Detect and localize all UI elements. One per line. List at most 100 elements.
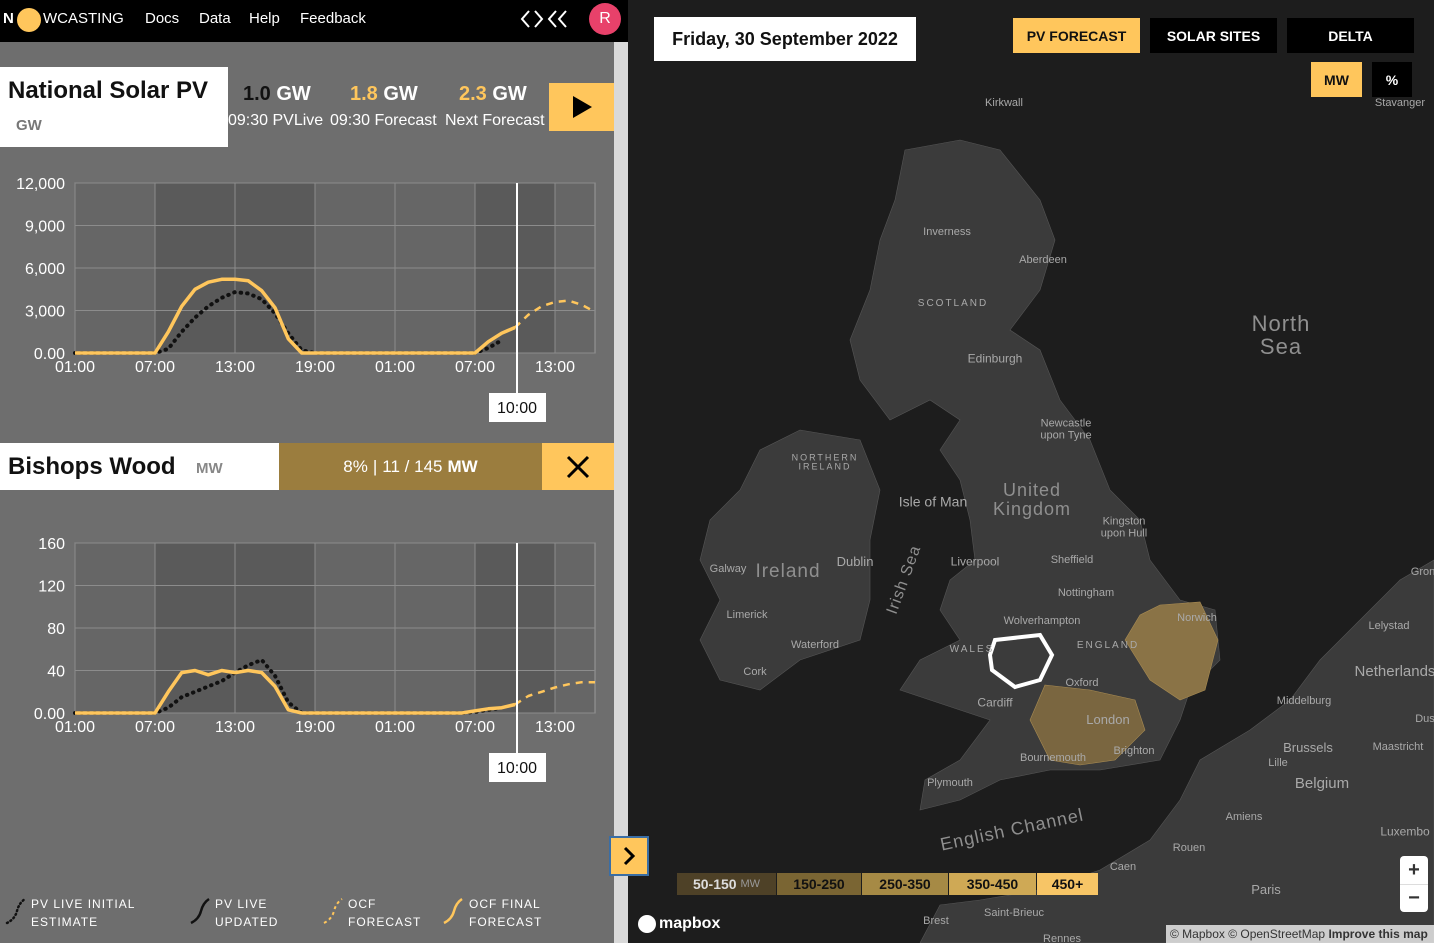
tab[interactable]: DELTA [1287, 18, 1414, 53]
map-label: Belgium [1294, 775, 1350, 793]
map-label: Isle of Man [898, 493, 968, 510]
now-box [489, 753, 546, 782]
legend-label: PV LIVE INITIAL ESTIMATE [31, 897, 135, 929]
tab[interactable]: SOLAR SITES [1150, 18, 1277, 53]
legend-label: OCF FINAL FORECAST [469, 897, 543, 929]
stat-label: Next Forecast [445, 112, 545, 129]
bin-label: 50-150 [692, 876, 737, 892]
map-label: Cork [743, 666, 767, 679]
nav-link[interactable]: Feedback [300, 10, 366, 27]
x-tick-label: 13:00 [535, 359, 575, 376]
logo-right: WCASTING [43, 10, 124, 27]
zoom-out[interactable]: − [1408, 887, 1420, 909]
zoom-in[interactable]: + [1400, 856, 1428, 885]
national-title: National Solar PV [8, 77, 209, 104]
legend-label: OCF FORECAST [348, 897, 422, 929]
x-tick-label: 07:00 [135, 719, 175, 736]
nav-link[interactable]: Data [199, 10, 231, 27]
map-label: Middelburg [1276, 695, 1332, 708]
now-box [489, 393, 546, 422]
y-tick-label: 120 [38, 579, 65, 596]
improve-link[interactable]: Improve this map [1328, 927, 1428, 941]
map-label: Cardiff [977, 695, 1013, 710]
map-label: Amiens [1225, 811, 1263, 824]
map-label: Oxford [1065, 677, 1099, 690]
avatar[interactable]: R [589, 3, 621, 35]
bin: 450+ [1037, 873, 1098, 895]
bin: 50-150 MW [677, 873, 776, 895]
stat-value: 1.8 [350, 83, 378, 105]
y-tick-label: 0.00 [34, 346, 65, 363]
map-label: Stavanger [1374, 97, 1426, 110]
map-label: North Sea [1251, 310, 1311, 359]
x-tick-label: 01:00 [55, 719, 95, 736]
map-label: Nottingham [1057, 587, 1115, 600]
divider [614, 0, 628, 943]
close-button[interactable] [542, 443, 614, 490]
unit-toggle[interactable]: % [1372, 62, 1412, 97]
map-label: Brussels [1283, 740, 1333, 756]
now-label: 10:00 [497, 400, 537, 417]
stat-value: 1.0 [243, 83, 271, 105]
x-tick-label: 07:00 [135, 359, 175, 376]
series-line [514, 680, 595, 706]
legend-icon [5, 897, 27, 925]
map-label: SCOTLAND [917, 297, 989, 309]
stat: 2.3 GW [459, 83, 527, 106]
x-tick-label: 07:00 [455, 719, 495, 736]
play-button[interactable] [549, 83, 614, 131]
logo-left: N [3, 10, 14, 27]
map-label: WALES [949, 643, 995, 655]
stat-value: 2.3 [459, 83, 487, 105]
map-label: Aberdeen [1019, 254, 1067, 267]
nav-link[interactable]: Help [249, 10, 280, 27]
map-label: Kirkwall [985, 97, 1023, 110]
y-tick-label: 12,000 [16, 176, 65, 193]
logo-sun [17, 8, 41, 32]
unit-toggle[interactable]: MW [1311, 62, 1362, 97]
site-unit: MW [196, 460, 223, 477]
x-tick-label: 01:00 [375, 359, 415, 376]
map-label: NORTHERN IRELAND [791, 452, 859, 472]
map-label: Waterford [791, 639, 839, 652]
site-title-box: Bishops Wood MW [0, 443, 279, 490]
map-label: Galway [709, 563, 747, 576]
y-tick-label: 6,000 [25, 261, 65, 278]
tab[interactable]: PV FORECAST [1013, 18, 1140, 53]
attribution-text[interactable]: © Mapbox © OpenStreetMap [1170, 927, 1326, 941]
separator: | [372, 456, 378, 476]
series-line [75, 668, 516, 715]
map-label: Limerick [726, 609, 768, 622]
stat: 1.8 GW [350, 83, 418, 106]
map-shapes [699, 139, 1434, 943]
x-tick-label: 19:00 [295, 359, 335, 376]
map-label: London [1086, 712, 1130, 728]
y-tick-label: 3,000 [25, 304, 65, 321]
series-line [514, 299, 596, 329]
series-line [75, 277, 516, 355]
mapbox-logo[interactable]: mapbox [659, 915, 721, 932]
x-tick-label: 07:00 [455, 359, 495, 376]
expand-button[interactable] [609, 836, 649, 876]
map-label: Inverness [923, 226, 971, 239]
collapse-icon[interactable] [520, 8, 576, 30]
x-tick-label: 19:00 [295, 719, 335, 736]
map-label: Liverpool [950, 554, 1000, 569]
map-label: Maastricht [1372, 741, 1424, 754]
map-label: Brighton [1113, 745, 1155, 758]
legend-icon [190, 897, 210, 925]
stat-label: 09:30 PVLive [228, 112, 324, 129]
map-label: Gron [1410, 566, 1434, 579]
map[interactable]: Kirkwall Stavanger Inverness Aberdeen SCOTLA… [628, 0, 1434, 943]
stat-unit: GW [492, 83, 527, 105]
map-label: Plymouth [927, 777, 973, 790]
charts: 0.00 3,000 6,000 9,000 12,000 01:00 07:00 13:00… [16, 176, 596, 782]
map-label: Kingston upon Hull [1100, 515, 1148, 539]
legend-label: PV LIVE UPDATED [215, 897, 279, 929]
map-label: Edinburgh [967, 351, 1023, 366]
nav-link[interactable]: Docs [145, 10, 180, 27]
stat-label: 09:30 Forecast [330, 112, 437, 129]
y-tick-label: 80 [47, 621, 65, 638]
attribution: © Mapbox © OpenStreetMap Improve this ma… [1166, 925, 1434, 943]
